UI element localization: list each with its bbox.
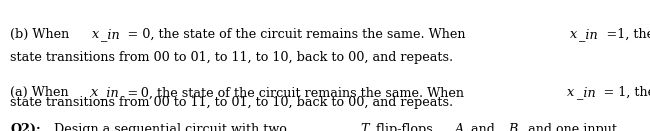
Text: A: A (455, 123, 464, 131)
Text: flip-flops: flip-flops (372, 123, 436, 131)
Text: (a) When: (a) When (10, 86, 73, 99)
Text: =1, the circuit goes through the: =1, the circuit goes through the (604, 28, 650, 41)
Text: _in: _in (577, 86, 595, 99)
Text: Design a sequential circuit with two: Design a sequential circuit with two (50, 123, 291, 131)
Text: _in: _in (579, 28, 598, 41)
Text: x: x (570, 28, 577, 41)
Text: = 1, the circuit goes through the: = 1, the circuit goes through the (601, 86, 650, 99)
Text: = 0, the state of the circuit remains the same. When: = 0, the state of the circuit remains th… (125, 28, 470, 41)
Text: (b) When: (b) When (10, 28, 73, 41)
Text: T: T (361, 123, 369, 131)
Text: and: and (467, 123, 499, 131)
Text: state transitions from 00 to 01, to 11, to 10, back to 00, and repeats.: state transitions from 00 to 01, to 11, … (10, 51, 454, 64)
Text: _in: _in (101, 86, 119, 99)
Text: _in: _in (101, 28, 120, 41)
Text: x: x (92, 28, 99, 41)
Text: = 0, the state of the circuit remains the same. When: = 0, the state of the circuit remains th… (125, 86, 468, 99)
Text: state transitions from 00 to 11, to 01, to 10, back to 00, and repeats.: state transitions from 00 to 11, to 01, … (10, 96, 454, 109)
Text: , and one input: , and one input (520, 123, 621, 131)
Text: x: x (91, 86, 98, 99)
Text: B: B (508, 123, 517, 131)
Text: Q2):: Q2): (10, 123, 41, 131)
Text: x: x (567, 86, 575, 99)
